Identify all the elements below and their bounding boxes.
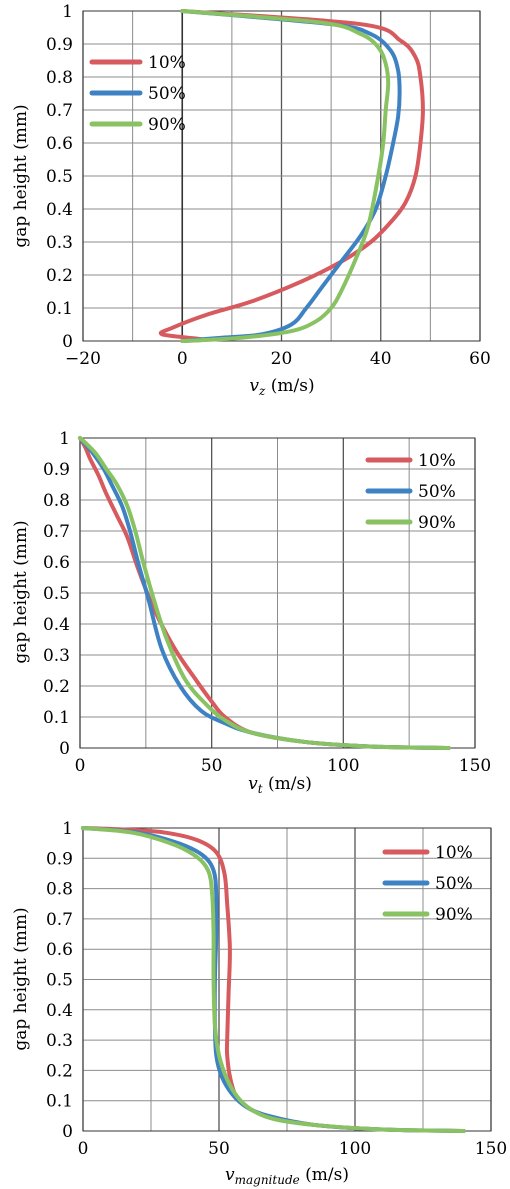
x-tick-label: 100 [339,1139,371,1159]
series-line-90pct [81,826,466,1133]
x-tick-label: 150 [475,1139,507,1159]
y-tick-label: 0.3 [46,233,73,253]
y-tick-label: 0.8 [46,880,73,900]
chart-vz: −20 0 20 40 6000.10.20.30.40.50.60.70.80.91 … [11,2,491,398]
series-line-50pct [180,9,402,343]
legend-label: 10% [435,843,473,863]
y-tick-label: 0.5 [43,584,70,604]
x-tick-label: −20 [65,349,101,369]
y-tick-label: 0.6 [46,940,73,960]
legend-label: 90% [148,115,186,135]
y-tick-label: 0.9 [43,460,70,480]
legend-label: 90% [435,905,473,925]
y-tick-label: 1 [62,2,73,22]
x-tick-label: 0 [78,1139,89,1159]
x-tick-label: 20 [271,349,293,369]
y-axis-label: gap height (mm) [11,907,31,1050]
y-tick-label: 0.8 [43,491,70,511]
x-tick-label: 0 [177,349,188,369]
y-tick-label: 0.4 [46,200,73,220]
plot-area [79,437,476,749]
y-tick-label: 0.9 [46,849,73,869]
y-tick-label: 0 [62,332,73,352]
x-tick-label: 60 [469,349,491,369]
x-tick-label: 50 [208,1139,230,1159]
x-tick-label: 150 [459,756,491,776]
y-tick-label: 0.1 [46,1092,73,1112]
y-tick-label: 0.7 [43,522,70,542]
series-line-90pct [78,436,451,750]
y-tick-label: 0.5 [46,167,73,187]
y-axis-label: gap height (mm) [11,520,31,663]
y-tick-label: 1 [59,429,70,449]
y-tick-label: 0.4 [46,1001,73,1021]
y-tick-label: 0.1 [43,708,70,728]
y-tick-label: 0.8 [46,68,73,88]
series-line-10pct [158,9,425,343]
y-tick-label: 0.6 [46,134,73,154]
legend-label: 90% [418,513,456,533]
x-tick-label: 100 [327,756,359,776]
y-tick-label: 0.1 [46,299,73,319]
x-tick-label: 0 [75,756,86,776]
y-tick-label: 0 [59,739,70,759]
x-tick-label: 40 [370,349,392,369]
chart-vmagnitude: 0 50 100 150 0 0.1 0.2 0.3 0.4 0.5 0.6 0.7 0.8 0.9 1 g… [11,819,507,1187]
legend-label: 10% [418,451,456,471]
y-tick-label: 0.9 [46,35,73,55]
x-axis-label: vmagnitude (m/s) [225,1165,349,1187]
x-tick-label: 50 [201,756,223,776]
y-tick-label: 0.2 [43,677,70,697]
y-tick-label: 1 [62,819,73,839]
legend-label: 50% [435,874,473,894]
chart-vt: 0 50 100 150 0 0.1 0.2 0.3 0.4 0.5 0.6 0.7 0.8 0.9 1 g… [11,429,491,796]
y-tick-label: 0.6 [43,553,70,573]
legend-label: 50% [148,84,186,104]
legend-label: 10% [148,53,186,73]
legend-label: 50% [418,482,456,502]
y-tick-label: 0.5 [46,971,73,991]
x-axis-label: vt (m/s) [248,774,312,796]
y-tick-label: 0.4 [43,615,70,635]
series-line-90pct [180,9,391,343]
y-axis-label: gap height (mm) [11,104,31,247]
y-tick-label: 0.3 [46,1031,73,1051]
plot-area [82,827,492,1132]
y-tick-label: 0.2 [46,1061,73,1081]
y-tick-label: 0 [62,1122,73,1142]
x-axis-label: vz (m/s) [249,376,314,398]
plot-area [82,10,481,342]
y-tick-label: 0.7 [46,910,73,930]
y-tick-label: 0.3 [43,646,70,666]
y-tick-label: 0.7 [46,101,73,121]
y-tick-label: 0.2 [46,266,73,286]
